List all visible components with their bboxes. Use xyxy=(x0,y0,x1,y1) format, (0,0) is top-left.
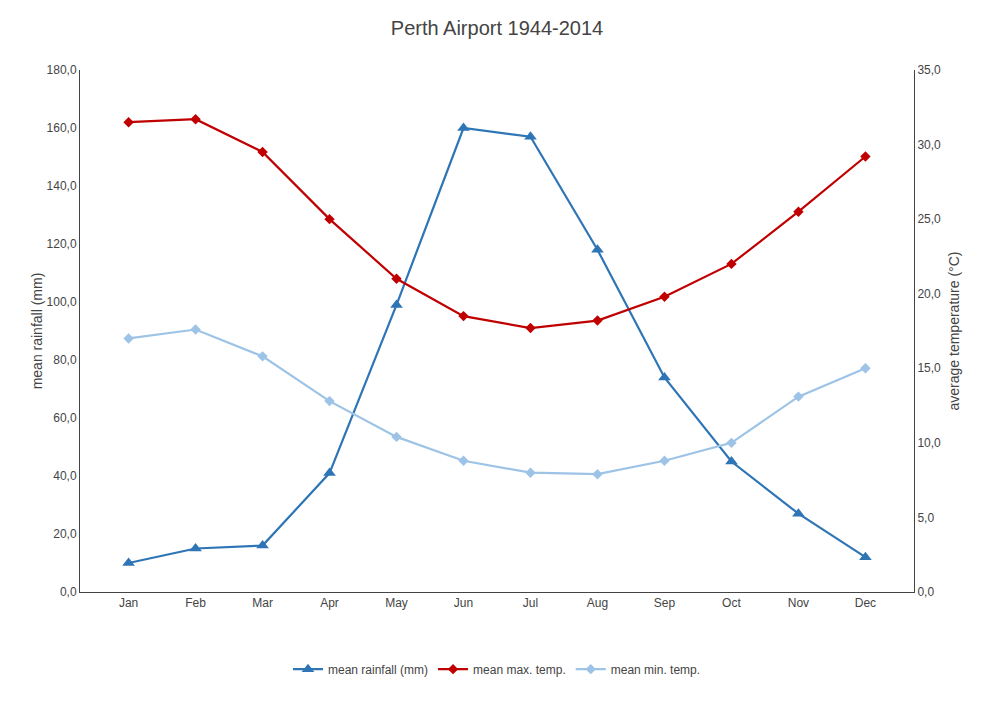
svg-text:Sep: Sep xyxy=(654,596,676,610)
svg-text:20,0: 20,0 xyxy=(917,287,941,301)
svg-text:Feb: Feb xyxy=(185,596,206,610)
svg-text:0,0: 0,0 xyxy=(917,585,934,599)
svg-text:Oct: Oct xyxy=(722,596,741,610)
svg-text:60,0: 60,0 xyxy=(53,411,77,425)
svg-text:15,0: 15,0 xyxy=(917,361,941,375)
svg-text:100,0: 100,0 xyxy=(47,295,77,309)
svg-text:120,0: 120,0 xyxy=(47,237,77,251)
svg-text:Dec: Dec xyxy=(855,596,876,610)
svg-text:Apr: Apr xyxy=(320,596,339,610)
svg-text:10,0: 10,0 xyxy=(917,436,941,450)
svg-text:Jan: Jan xyxy=(119,596,138,610)
svg-text:Nov: Nov xyxy=(788,596,809,610)
svg-text:Jun: Jun xyxy=(454,596,473,610)
svg-text:mean min. temp.: mean min. temp. xyxy=(611,663,700,677)
svg-text:25,0: 25,0 xyxy=(917,212,941,226)
svg-text:20,0: 20,0 xyxy=(53,527,77,541)
svg-text:Jul: Jul xyxy=(523,596,538,610)
svg-text:180,0: 180,0 xyxy=(47,63,77,77)
svg-text:average temperature (°C): average temperature (°C) xyxy=(946,252,962,411)
svg-text:Mar: Mar xyxy=(252,596,273,610)
svg-text:mean max. temp.: mean max. temp. xyxy=(473,663,566,677)
svg-text:mean rainfall (mm): mean rainfall (mm) xyxy=(328,663,428,677)
svg-text:0,0: 0,0 xyxy=(60,585,77,599)
svg-text:35,0: 35,0 xyxy=(917,63,941,77)
svg-text:May: May xyxy=(385,596,408,610)
svg-text:Aug: Aug xyxy=(587,596,608,610)
svg-text:mean rainfall (mm): mean rainfall (mm) xyxy=(29,273,45,390)
svg-text:140,0: 140,0 xyxy=(47,179,77,193)
svg-text:80,0: 80,0 xyxy=(53,353,77,367)
svg-text:160,0: 160,0 xyxy=(47,121,77,135)
svg-text:40,0: 40,0 xyxy=(53,469,77,483)
svg-text:30,0: 30,0 xyxy=(917,138,941,152)
svg-text:5,0: 5,0 xyxy=(917,511,934,525)
svg-text:Perth Airport 1944-2014: Perth Airport 1944-2014 xyxy=(391,17,603,39)
